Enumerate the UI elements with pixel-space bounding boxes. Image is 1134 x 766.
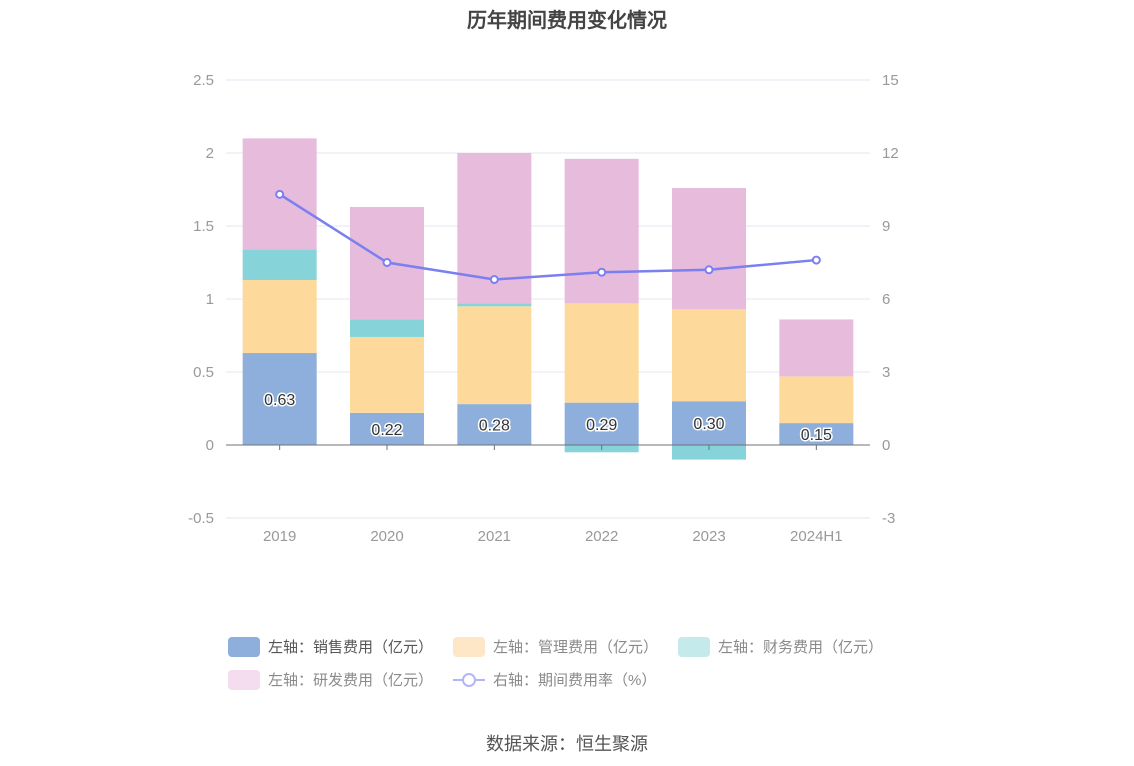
y-right-tick-label: 9	[882, 218, 890, 235]
bar-sales	[350, 412, 424, 445]
line-rate	[278, 193, 817, 281]
legend-label-admin: 左轴：管理费用（亿元）	[493, 639, 659, 656]
line-point	[811, 255, 821, 265]
bar-admin	[672, 309, 746, 402]
bar-admin	[350, 336, 424, 413]
x-tick-label: 2024H1	[790, 528, 843, 545]
bar-rnd	[672, 188, 746, 310]
bar-sales	[564, 402, 639, 445]
line-point	[704, 265, 714, 275]
x-tick-label: 2023	[692, 528, 725, 545]
bar-admin	[457, 306, 532, 405]
y-right-tick-label: 15	[882, 72, 899, 89]
chart-plot: 2.5 2 1.5 1 0.5 0 -0.5 15 12 9 6 3 0 -3 2019 2020 2021 20…	[188, 72, 899, 545]
data-source: 数据来源：恒生聚源	[486, 734, 648, 754]
legend-swatch-rnd	[228, 669, 260, 690]
y-left-tick-label: 1.5	[193, 218, 214, 235]
bar-data-label: 0.28	[479, 418, 510, 435]
line-point	[382, 258, 392, 267]
legend-label-sales: 左轴：销售费用（亿元）	[268, 639, 434, 656]
y-left-tick-label: 0	[206, 437, 214, 454]
bar-finance	[350, 319, 424, 337]
bar-data-label: 0.29	[586, 417, 617, 434]
legend-label-rate: 右轴：期间费用率（%）	[493, 672, 657, 689]
x-tick-label: 2022	[585, 528, 618, 545]
bar-admin	[564, 303, 639, 403]
legend-item-rnd[interactable]: 左轴：研发费用（亿元）	[228, 669, 433, 690]
y-left-tick-label: 1	[206, 291, 214, 308]
line-point	[489, 275, 499, 285]
bar-finance	[672, 445, 746, 460]
y-left-tick-label: 2	[206, 145, 214, 162]
x-tick-label: 2021	[478, 528, 511, 545]
y-left-tick-label: -0.5	[188, 510, 214, 527]
y-right-tick-label: 0	[882, 437, 890, 454]
y-left-tick-label: 2.5	[193, 72, 214, 89]
bar-admin	[242, 280, 317, 354]
legend-swatch-sales	[228, 636, 260, 657]
y-right-tick-label: 6	[882, 291, 890, 308]
line-point	[597, 267, 607, 277]
bar-sales	[242, 353, 317, 445]
bar-finance	[242, 249, 317, 281]
line-point	[275, 189, 285, 199]
legend-item-rate[interactable]: 右轴：期间费用率（%）	[453, 669, 656, 690]
legend-label-finance: 左轴：财务费用（亿元）	[718, 639, 884, 656]
legend-swatch-finance	[678, 636, 711, 657]
bar-data-label: 0.30	[693, 416, 724, 433]
legend-row-1: 左轴：销售费用（亿元） 左轴：管理费用（亿元） 左轴：财务费用（亿元）	[228, 630, 928, 663]
y-left-tick-label: 0.5	[193, 364, 214, 381]
y-right-tick-label: 3	[882, 364, 890, 381]
legend-item-admin[interactable]: 左轴：管理费用（亿元）	[453, 636, 658, 657]
bar-rnd	[779, 319, 854, 377]
legend-swatch-rate	[453, 670, 486, 690]
legend-item-finance[interactable]: 左轴：财务费用（亿元）	[678, 636, 883, 657]
bar-finance	[457, 303, 532, 307]
bar-sales	[779, 423, 854, 445]
x-tick-label: 2019	[263, 528, 296, 545]
bar-data-label: 0.15	[801, 427, 832, 444]
legend-item-sales[interactable]: 左轴：销售费用（亿元）	[228, 636, 433, 657]
bar-admin	[779, 376, 854, 424]
bar-rnd	[564, 158, 639, 304]
bar-sales	[672, 401, 746, 445]
bar-data-label: 0.63	[264, 392, 295, 409]
x-tick-label: 2020	[370, 528, 403, 545]
y-right-tick-label: 12	[882, 145, 899, 162]
y-right-tick-label: -3	[882, 510, 895, 527]
bar-sales	[457, 404, 532, 445]
legend-swatch-admin	[453, 636, 486, 657]
legend-label-rnd: 左轴：研发费用（亿元）	[268, 672, 434, 689]
chart-legend: 左轴：销售费用（亿元） 左轴：管理费用（亿元） 左轴：财务费用（亿元） 左轴：研…	[228, 630, 928, 696]
legend-row-2: 左轴：研发费用（亿元） 右轴：期间费用率（%）	[228, 663, 928, 696]
bar-data-label: 0.22	[371, 422, 402, 439]
chart-title: 历年期间费用变化情况	[467, 10, 667, 32]
